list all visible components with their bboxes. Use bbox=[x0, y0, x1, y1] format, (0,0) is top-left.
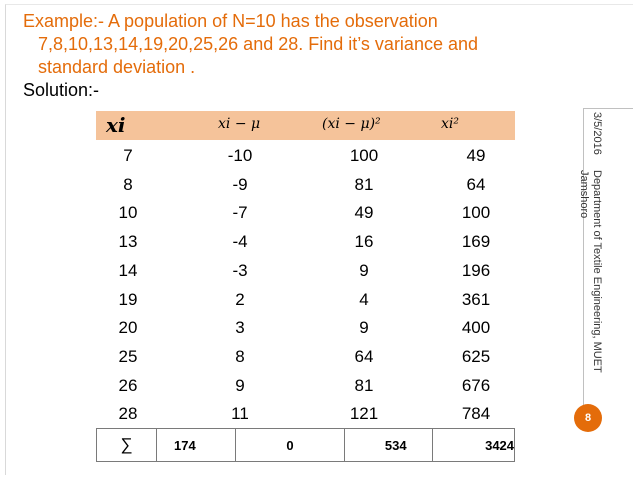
cell-squared-deviation: 9 bbox=[359, 318, 369, 338]
sum-symbol: ∑ bbox=[97, 429, 158, 461]
cell-xi: 14 bbox=[118, 260, 138, 280]
header-deviation: xi − μ bbox=[218, 116, 261, 132]
cell-xi: 7 bbox=[123, 146, 133, 165]
example-text: Example:- A population of N=10 has the o… bbox=[23, 10, 563, 79]
example-line-2: 7,8,10,13,14,19,20,25,26 and 28. Find it… bbox=[38, 34, 478, 54]
cell-xi: 26 bbox=[118, 375, 138, 395]
slide-frame bbox=[5, 4, 633, 475]
cell-xi-squared: 64 bbox=[466, 174, 486, 194]
sum-xi-squared: 3424 bbox=[485, 437, 515, 453]
cell-deviation: -3 bbox=[232, 260, 248, 280]
table-row: 20 3 9 400 bbox=[0, 318, 638, 342]
table-row: 14 -3 9 196 bbox=[0, 261, 638, 285]
cell-xi: 10 bbox=[118, 203, 138, 223]
cell-squared-deviation: 49 bbox=[354, 203, 374, 223]
cell-xi-squared: 361 bbox=[461, 289, 491, 309]
cell-squared-deviation: 16 bbox=[354, 232, 374, 252]
cell-xi-squared: 676 bbox=[461, 375, 491, 395]
cell-squared-deviation: 9 bbox=[359, 260, 369, 280]
cell-xi: 13 bbox=[118, 232, 138, 252]
sum-xi: 174 bbox=[157, 429, 237, 461]
example-line-1: Example:- A population of N=10 has the o… bbox=[23, 11, 438, 31]
cell-deviation: 3 bbox=[235, 318, 245, 338]
cell-deviation: -4 bbox=[232, 232, 248, 252]
cell-squared-deviation: 81 bbox=[354, 174, 374, 194]
cell-squared-deviation: 64 bbox=[354, 346, 374, 366]
cell-xi-squared: 169 bbox=[461, 232, 491, 252]
solution-label: Solution:- bbox=[23, 80, 100, 100]
cell-xi-squared: 784 bbox=[461, 404, 491, 424]
cell-xi-squared: 400 bbox=[461, 318, 491, 338]
sidebar-rule bbox=[583, 108, 584, 408]
cell-squared-deviation: 100 bbox=[349, 146, 379, 165]
cell-deviation: 9 bbox=[235, 375, 245, 395]
cell-deviation: 11 bbox=[231, 404, 249, 424]
cell-xi-squared: 625 bbox=[461, 346, 491, 366]
cell-deviation: -9 bbox=[232, 174, 248, 194]
table-row: 25 8 64 625 bbox=[0, 347, 638, 371]
cell-deviation: -7 bbox=[232, 203, 248, 223]
location-name: Jamshoro bbox=[578, 170, 590, 219]
table-row: 8 -9 81 64 bbox=[0, 175, 638, 199]
table-header: xi xi − μ (xi − μ)² xi² bbox=[96, 111, 515, 140]
cell-deviation: 8 bbox=[235, 346, 245, 366]
department-name: Department of Textile Engineering, MUET bbox=[591, 170, 603, 373]
cell-xi: 25 bbox=[118, 346, 138, 366]
slide-date: 3/5/2016 bbox=[591, 112, 603, 155]
table-row: 7 -10 100 49 bbox=[0, 146, 638, 170]
cell-xi: 28 bbox=[118, 404, 138, 424]
cell-xi-squared: 196 bbox=[461, 260, 491, 280]
example-line-3: standard deviation . bbox=[38, 57, 196, 77]
cell-xi: 20 bbox=[118, 318, 138, 338]
sidebar-rule-top bbox=[583, 108, 633, 109]
cell-deviation: 2 bbox=[235, 289, 245, 309]
slide-number-badge: 8 bbox=[574, 404, 602, 432]
sum-row: ∑ 174 0 534 3424 bbox=[96, 428, 515, 462]
cell-xi: 19 bbox=[118, 289, 138, 309]
header-xi-squared: xi² bbox=[441, 116, 459, 132]
cell-deviation: -10 bbox=[227, 146, 253, 165]
cell-xi: 8 bbox=[123, 174, 133, 194]
table-row: 19 2 4 361 bbox=[0, 290, 638, 314]
sum-squared-deviation: 534 bbox=[345, 429, 434, 461]
cell-xi-squared: 49 bbox=[466, 146, 486, 165]
table-row: 26 9 81 676 bbox=[0, 376, 638, 400]
cell-xi-squared: 100 bbox=[461, 203, 491, 223]
table-row: 10 -7 49 100 bbox=[0, 203, 638, 227]
cell-squared-deviation: 4 bbox=[359, 289, 369, 309]
header-squared-deviation: (xi − μ)² bbox=[322, 116, 381, 132]
cell-squared-deviation: 81 bbox=[354, 375, 374, 395]
table-row: 28 11 121 784 bbox=[0, 404, 638, 428]
sum-deviation: 0 bbox=[236, 429, 345, 461]
table-row: 13 -4 16 169 bbox=[0, 232, 638, 256]
header-xi: xi bbox=[106, 113, 126, 137]
cell-squared-deviation: 121 bbox=[349, 404, 379, 424]
